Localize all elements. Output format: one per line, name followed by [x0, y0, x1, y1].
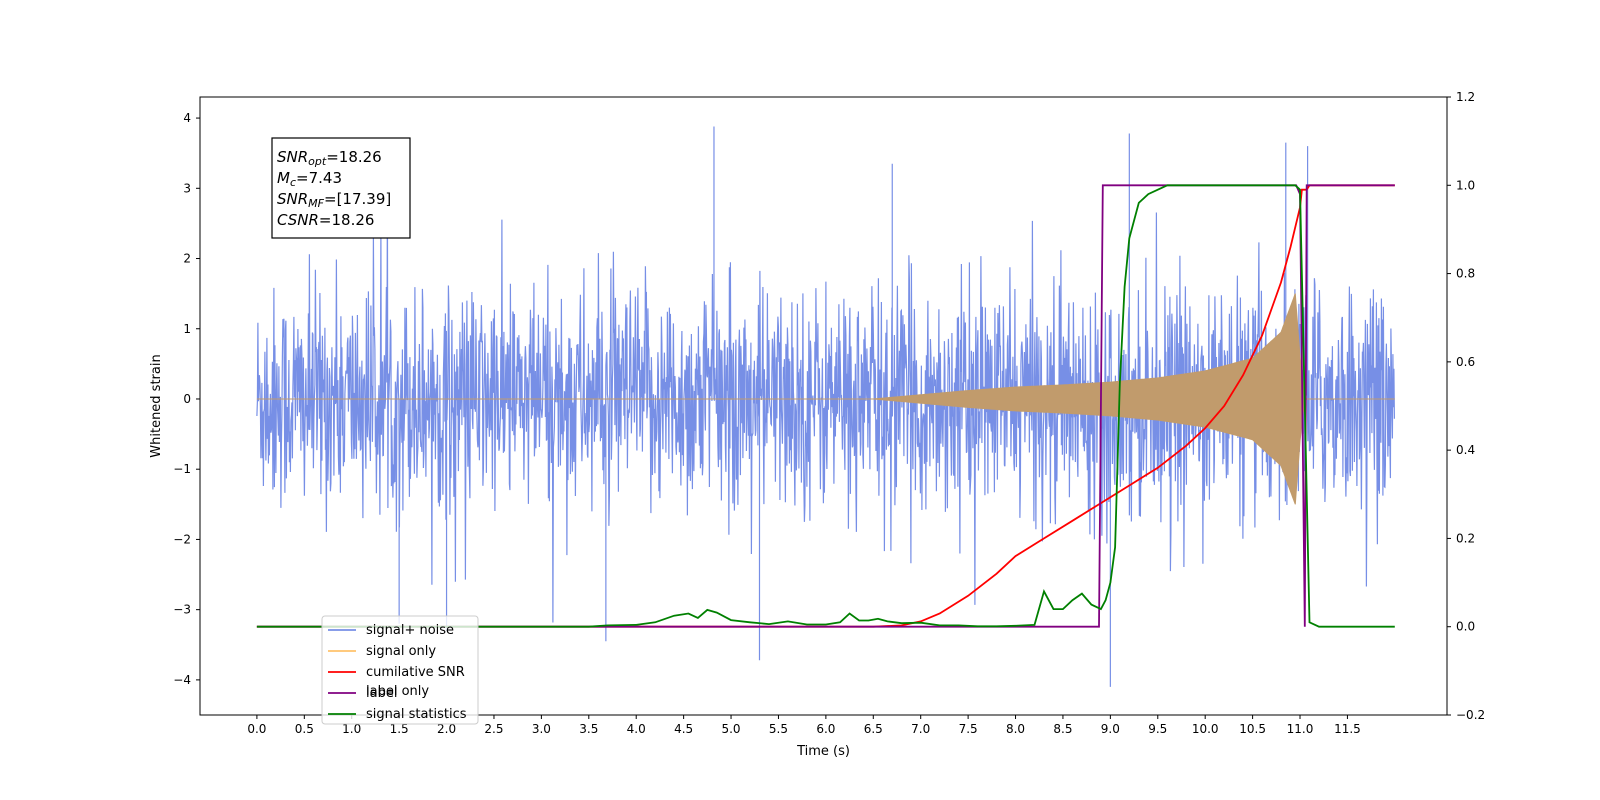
x-tick-label: 2.5: [484, 722, 503, 736]
x-tick-label: 6.0: [816, 722, 835, 736]
y-right-tick-label: 0.2: [1456, 531, 1475, 545]
y-axis-right: −0.2 0.0 0.2 0.4 0.6 0.8 1.0 1.2: [1447, 90, 1485, 722]
x-tick-label: 3.0: [532, 722, 551, 736]
x-tick-label: 1.0: [342, 722, 361, 736]
legend-label: cumilative SNR: [366, 665, 465, 680]
annotation-line: CSNR=18.26: [277, 211, 374, 229]
x-tick-label: 5.0: [721, 722, 740, 736]
y-left-tick-label: −4: [173, 673, 191, 687]
x-tick-label: 0.0: [247, 722, 266, 736]
x-tick-label: 10.5: [1239, 722, 1266, 736]
legend-label: signal+ noise: [366, 623, 454, 638]
series-label: [256, 184, 1395, 628]
x-tick-label: 9.0: [1101, 722, 1120, 736]
x-tick-label: 10.0: [1192, 722, 1219, 736]
y-left-tick-label: 3: [183, 181, 191, 195]
x-tick-label: 11.5: [1334, 722, 1361, 736]
y-left-tick-label: 0: [183, 392, 191, 406]
y-right-tick-label: 0.8: [1456, 267, 1475, 281]
y-right-tick-label: −0.2: [1456, 708, 1485, 722]
x-axis: 0.0 0.5 1.0 1.5 2.0 2.5 3.0 3.5 4.0 4.5 5.0 5.5 6.0 6…: [247, 715, 1361, 736]
series-signal-statistics: [256, 184, 1395, 628]
plot-area-frame: [199, 96, 1448, 716]
x-tick-label: 5.5: [769, 722, 788, 736]
x-tick-label: 8.5: [1053, 722, 1072, 736]
legend: label only signal+ noise signal only cumila…: [321, 615, 479, 725]
x-tick-label: 2.0: [437, 722, 456, 736]
annotation-line: SNRopt=18.26: [277, 148, 382, 168]
annotation-frame: [271, 137, 411, 239]
y-left-tick-label: −2: [173, 532, 191, 546]
y-right-tick-label: 1.2: [1456, 90, 1475, 104]
y-axis-label: Whitened strain: [149, 354, 164, 457]
x-tick-label: 6.5: [864, 722, 883, 736]
y-right-tick-label: 0.0: [1456, 620, 1475, 634]
annotation-box: SNRopt=18.26Mc=7.43SNRMF=[17.39]CSNR=18.…: [271, 137, 411, 239]
x-tick-label: 4.0: [627, 722, 646, 736]
legend-obscured-text: label only: [366, 684, 429, 699]
y-right-tick-label: 1.0: [1456, 178, 1475, 192]
x-tick-label: 8.0: [1006, 722, 1025, 736]
series-signal-only: [256, 293, 1395, 505]
legend-label: signal only: [366, 644, 436, 659]
y-left-tick-label: 4: [183, 111, 191, 125]
y-left-tick-label: −3: [173, 603, 191, 617]
y-right-tick-label: 0.6: [1456, 355, 1475, 369]
y-left-tick-label: 2: [183, 252, 191, 266]
x-axis-label: Time (s): [796, 744, 850, 759]
legend-label: signal statistics: [366, 707, 467, 722]
annotation-line: SNRMF=[17.39]: [277, 190, 391, 210]
y-left-tick-label: 1: [183, 322, 191, 336]
annotation-line: Mc=7.43: [277, 169, 342, 189]
legend-frame: [321, 615, 479, 725]
series-layer: [256, 126, 1395, 687]
x-tick-label: 7.0: [911, 722, 930, 736]
x-tick-label: 9.5: [1148, 722, 1167, 736]
x-tick-label: 1.5: [390, 722, 409, 736]
y-axis-left: −4 −3 −2 −1 0 1 2 3 4: [173, 111, 200, 687]
legend-label: label: [366, 686, 397, 701]
x-tick-label: 7.5: [959, 722, 978, 736]
x-tick-label: 0.5: [295, 722, 314, 736]
x-tick-label: 11.0: [1287, 722, 1314, 736]
y-right-tick-label: 0.4: [1456, 443, 1475, 457]
y-left-tick-label: −1: [173, 462, 191, 476]
x-tick-label: 4.5: [674, 722, 693, 736]
x-tick-label: 3.5: [579, 722, 598, 736]
